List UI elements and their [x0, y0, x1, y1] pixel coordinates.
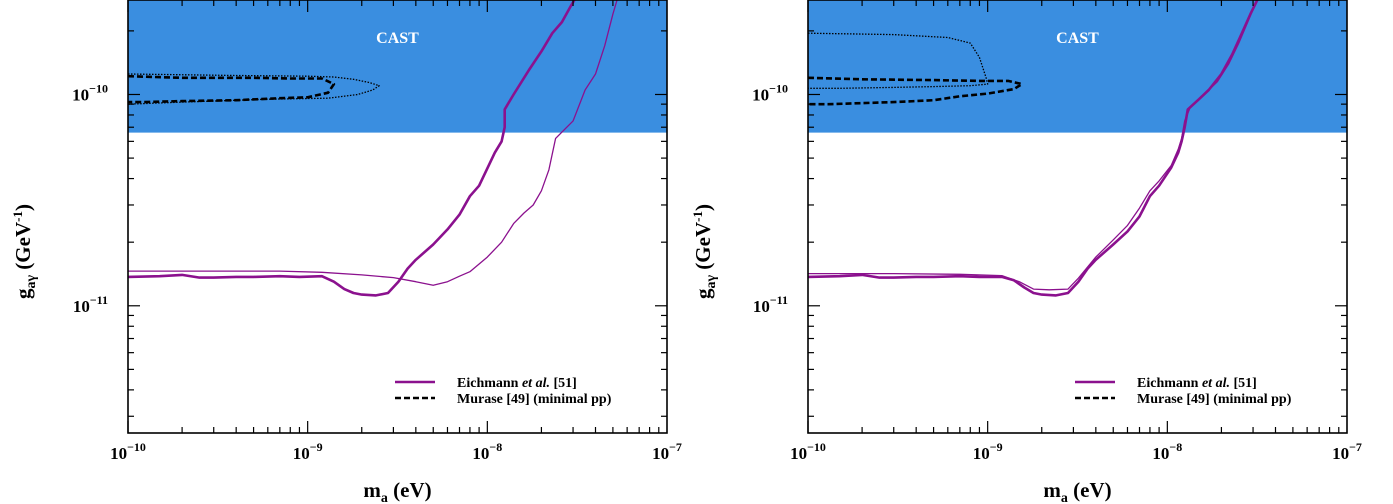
plot-frame: [807, 0, 1348, 434]
x-tick-label: 10−8: [1152, 440, 1182, 463]
x-tick-label: 10−7: [1332, 440, 1362, 463]
chart-panel-2: CAST 10−10 10−9 10−8 10−7 10−10 10−11 ma (eV) ga…: [690, 0, 1362, 504]
series-line-2: [128, 0, 618, 286]
x-tick-label: 10−9: [973, 440, 1003, 463]
series-line-3: [808, 76, 1024, 106]
series-line-1: [128, 0, 576, 297]
plot-area: [808, 0, 1259, 297]
y-tick-label: 10−10: [72, 81, 108, 104]
x-axis-title: ma (eV): [363, 478, 431, 504]
x-tick-label: 10−7: [652, 440, 682, 463]
y-axis-title: gaγ (GeV-1): [690, 204, 719, 299]
y-tick-label: 10−11: [753, 293, 788, 316]
cast-label: CAST: [376, 30, 419, 47]
x-tick-label: 10−10: [790, 440, 826, 463]
plot-frame: [127, 0, 668, 434]
legend-label-1: Eichmann et al. [51]: [457, 376, 577, 391]
series-line-2: [808, 0, 1259, 291]
y-tick-label: 10−11: [73, 293, 108, 316]
series-line-4: [128, 73, 380, 105]
x-axis-title: ma (eV): [1043, 478, 1111, 504]
x-tick-label: 10−9: [293, 440, 323, 463]
x-tick-label: 10−10: [110, 440, 146, 463]
series-line-4: [808, 32, 989, 89]
plot-area: [128, 0, 618, 297]
cast-band: [808, 0, 1347, 133]
cast-band: [128, 0, 667, 133]
y-axis-title: gaγ (GeV-1): [10, 204, 39, 299]
cast-label: CAST: [1056, 30, 1099, 47]
series-line-3: [128, 74, 336, 104]
legend-label-1: Eichmann et al. [51]: [1137, 376, 1257, 391]
x-tick-label: 10−8: [472, 440, 502, 463]
legend-label-2: Murase [49] (minimal pp): [1137, 392, 1292, 407]
legend-label-2: Murase [49] (minimal pp): [457, 392, 612, 407]
y-tick-label: 10−10: [752, 81, 788, 104]
chart-panel-1: CAST 10−10 10−9 10−8 10−7 10−10 10−11 ma (eV) ga…: [10, 0, 682, 504]
